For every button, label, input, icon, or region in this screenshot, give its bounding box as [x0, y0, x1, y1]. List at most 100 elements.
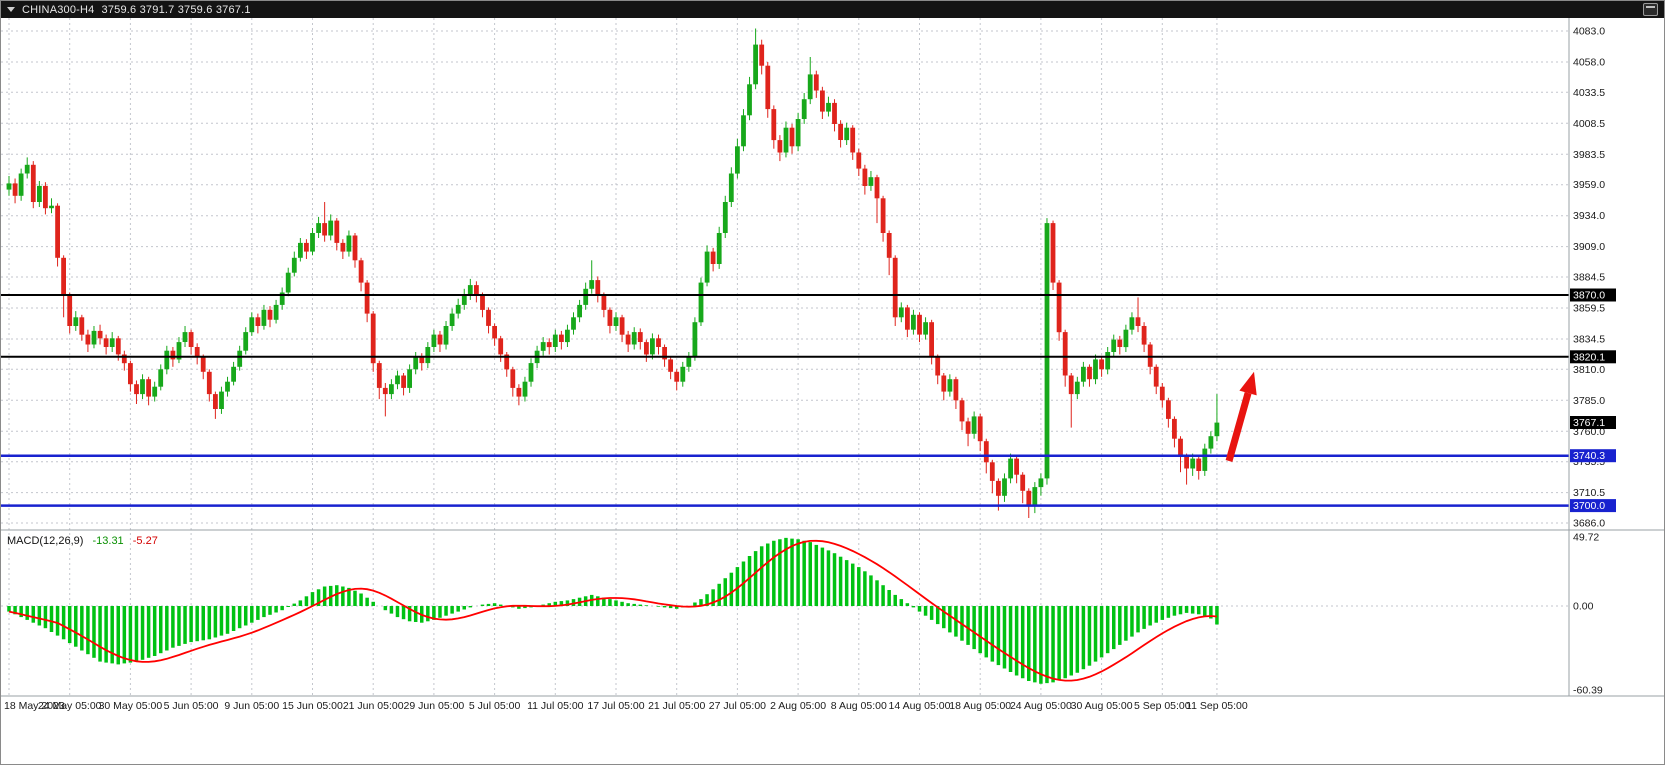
- candle-body: [996, 480, 1001, 496]
- time-axis-label: 18 May 2023: [4, 700, 65, 712]
- candle-body: [856, 152, 862, 169]
- macd-axis-label: 0.00: [1573, 601, 1594, 613]
- candle-body: [613, 317, 619, 326]
- candle-body: [1178, 438, 1183, 457]
- time-axis-label: 8 Aug 05:00: [831, 700, 887, 712]
- candle-body: [577, 304, 582, 318]
- candle-body: [923, 322, 928, 335]
- candle-body: [735, 146, 740, 174]
- candle-body: [522, 381, 528, 397]
- candle-body: [552, 334, 558, 347]
- price-axis-label: 3909.0: [1573, 241, 1605, 253]
- candle-body: [243, 332, 249, 351]
- candle-body: [449, 313, 455, 326]
- candle-body: [668, 359, 673, 372]
- time-axis-label: 24 May 05:00: [38, 700, 102, 712]
- price-badge-label: 3870.0: [1573, 290, 1605, 302]
- candle-body: [273, 304, 279, 320]
- candle-body: [140, 379, 145, 395]
- chart-menu-icon[interactable]: [1643, 3, 1658, 16]
- candle-body: [625, 334, 631, 345]
- panel-separators: [1, 18, 1664, 697]
- candle-body: [989, 462, 995, 481]
- candle-body: [219, 391, 224, 409]
- candle-body: [795, 119, 801, 147]
- candle-body: [571, 317, 576, 330]
- price-axis-label: 4033.5: [1573, 87, 1605, 99]
- symbol-dropdown-icon[interactable]: [7, 7, 15, 12]
- time-axis-label: 2 Aug 05:00: [770, 700, 826, 712]
- candle-body: [722, 202, 728, 233]
- candle-body: [18, 173, 24, 196]
- candle-body: [559, 334, 564, 342]
- candle-body: [595, 280, 601, 295]
- price-axis-label: 3686.0: [1573, 518, 1605, 530]
- candle-body: [650, 338, 655, 355]
- candle-body: [1196, 458, 1202, 471]
- candle-body: [540, 342, 546, 351]
- candle-body: [601, 295, 607, 310]
- candle-body: [334, 220, 340, 243]
- candle-body: [741, 115, 746, 147]
- candle-body: [49, 205, 54, 209]
- chart-svg[interactable]: 4083.0 4058.0 4033.5 4008.5 3983.5 3959.0 3934…: [1, 18, 1665, 765]
- candle-body: [79, 317, 85, 335]
- macd-signal-line: [8, 539, 1217, 682]
- candle-body: [109, 338, 115, 347]
- candle-body: [37, 185, 42, 202]
- candle-body: [565, 329, 570, 343]
- arrow-shaft[interactable]: [1225, 392, 1252, 462]
- candle-body: [710, 251, 716, 264]
- candle-body: [820, 90, 825, 112]
- candle-body: [898, 307, 904, 318]
- price-axis-label: 3710.5: [1573, 487, 1605, 499]
- candle-body: [249, 317, 255, 333]
- macd-axis-label: 49.72: [1573, 531, 1599, 543]
- time-axis-label: 5 Jun 05:00: [164, 700, 219, 712]
- price-axis-label: 4083.0: [1573, 26, 1605, 38]
- candle-body: [589, 280, 595, 289]
- candle-body: [455, 304, 461, 314]
- candle-body: [1002, 478, 1007, 496]
- candle-body: [917, 314, 922, 335]
- candle-body: [807, 74, 813, 100]
- time-axis-label: 14 Aug 05:00: [889, 700, 951, 712]
- candle-body: [953, 379, 959, 401]
- candle-body: [905, 307, 910, 330]
- candle-body: [134, 384, 139, 395]
- candle-body: [364, 282, 370, 314]
- candle-body: [747, 84, 752, 116]
- candle-body: [443, 326, 449, 345]
- candle-body: [237, 350, 243, 367]
- candle-body: [971, 416, 977, 434]
- candle-body: [298, 242, 303, 258]
- candle-body: [880, 198, 886, 233]
- time-axis-label: 30 Aug 05:00: [1071, 700, 1133, 712]
- price-badge: [1570, 449, 1616, 463]
- price-badge: [1570, 499, 1616, 513]
- candle-body: [801, 99, 807, 119]
- candle-body: [431, 334, 437, 347]
- candle-body: [959, 400, 965, 422]
- candle-body: [662, 347, 667, 360]
- candle-body: [1141, 326, 1147, 345]
- up-arrow-icon[interactable]: [1239, 371, 1257, 396]
- time-axis-label: 24 Aug 05:00: [1010, 700, 1072, 712]
- price-axis-label: 4058.0: [1573, 57, 1605, 69]
- candle-body: [1184, 456, 1189, 469]
- candle-body: [692, 322, 698, 357]
- candle-body: [419, 356, 425, 364]
- price-axis-label: 3859.5: [1573, 303, 1605, 315]
- price-axis-label: 3834.5: [1573, 334, 1605, 346]
- symbol-title: CHINA300-H4: [22, 3, 95, 16]
- candle-body: [370, 313, 376, 364]
- candle-body: [389, 384, 394, 395]
- candle-body: [892, 257, 898, 318]
- price-badge-label: 3820.1: [1573, 351, 1605, 363]
- price-badge: [1570, 416, 1616, 429]
- candle-body: [358, 260, 364, 283]
- candle-body: [267, 309, 273, 320]
- candle-body: [316, 223, 321, 233]
- candle-body: [225, 381, 230, 392]
- candle-body: [492, 326, 497, 339]
